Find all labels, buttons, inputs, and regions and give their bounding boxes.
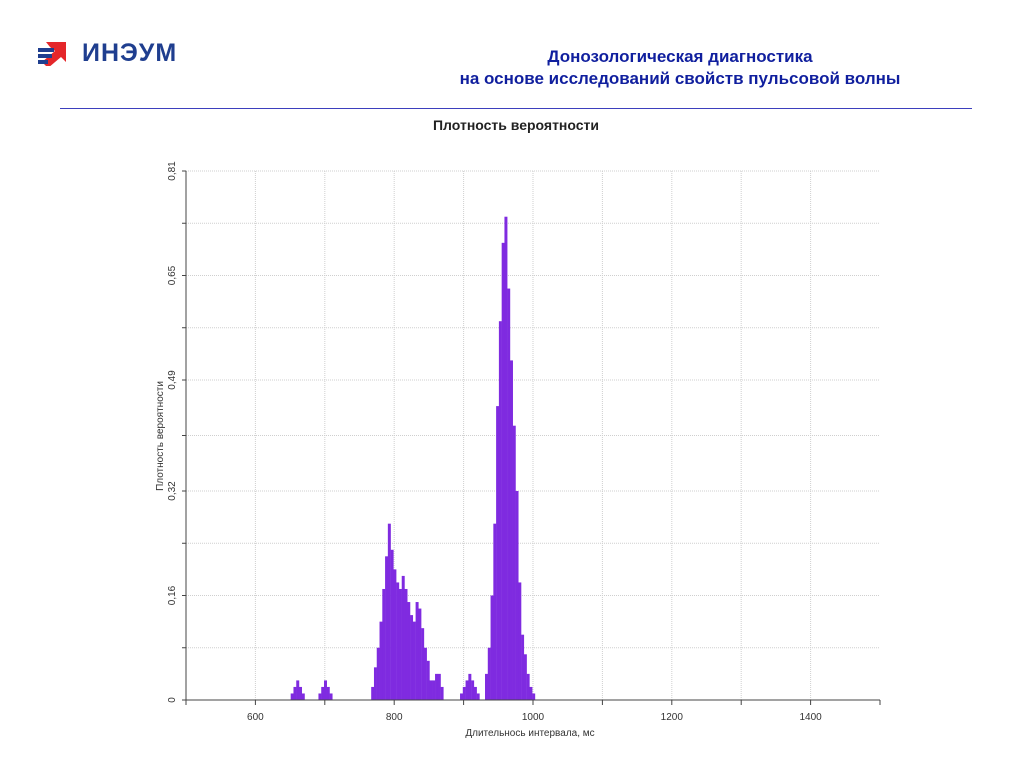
histogram-bar: [471, 680, 475, 700]
x-tick-label: 1400: [799, 712, 822, 723]
page-title-line-2: на основе исследований свойств пульсовой…: [459, 69, 901, 88]
histogram-bar: [299, 686, 303, 700]
histogram-bar: [532, 693, 536, 700]
histogram-bar: [326, 686, 330, 700]
histogram-bar: [485, 673, 488, 700]
y-tick-label: 0,32: [167, 481, 178, 501]
histogram-bar: [329, 693, 333, 700]
histogram-bar: [515, 491, 519, 700]
histogram-bar: [460, 693, 464, 700]
histogram-bar: [324, 680, 327, 700]
histogram-bar: [440, 686, 444, 700]
histogram-bar: [293, 686, 297, 700]
y-tick-label: 0: [167, 697, 178, 703]
axes: [182, 170, 881, 705]
histogram-bar: [387, 523, 391, 700]
histogram-bar: [493, 523, 497, 700]
histogram-bar: [371, 686, 375, 700]
histogram-bar: [426, 660, 430, 700]
histogram-bar: [404, 588, 408, 700]
histogram-bar: [518, 582, 522, 700]
page-title: Донозологическая диагностика на основе и…: [300, 46, 1024, 90]
x-tick-label: 800: [386, 712, 403, 723]
logo-text: ИНЭУМ: [82, 38, 178, 67]
histogram-bar: [393, 569, 397, 700]
x-tick-label: 1000: [522, 712, 545, 723]
histogram-bar: [373, 667, 377, 700]
histogram-bar: [318, 693, 322, 700]
histogram-bar: [321, 686, 325, 700]
header-divider: [60, 108, 972, 109]
histogram-bar: [476, 693, 480, 700]
histogram-bar: [437, 673, 441, 700]
histogram-bar: [398, 588, 402, 700]
histogram-bar: [462, 686, 466, 700]
x-axis-label: Длительнось интервала, мс: [465, 728, 594, 739]
histogram-bar: [523, 654, 527, 700]
histogram-bar: [487, 647, 491, 700]
grid: [186, 170, 880, 700]
y-tick-label: 0,65: [167, 265, 178, 285]
histogram-bar: [401, 575, 405, 700]
y-axis-label: Плотность вероятности: [155, 381, 166, 491]
histogram-bar: [504, 216, 508, 700]
histogram-bar: [379, 621, 383, 700]
y-tick-label: 0,81: [167, 161, 178, 181]
histogram-bar: [390, 549, 394, 700]
company-logo: ИНЭУМ: [36, 38, 177, 68]
histogram-bar: [296, 680, 300, 700]
histogram-bar: [410, 615, 414, 700]
tick-labels: 600 800 1000 1200 1400 0 0,16 0,32 0,49 0,65 0,81: [167, 161, 822, 723]
histogram-bar: [498, 321, 502, 700]
logo-arrow-icon: [38, 42, 66, 66]
histogram-bar: [429, 680, 433, 700]
histogram-bar: [465, 680, 469, 700]
histogram-bar: [376, 647, 380, 700]
histogram-bar: [415, 602, 419, 700]
x-tick-label: 600: [247, 712, 264, 723]
histogram-bar: [468, 673, 472, 700]
y-tick-label: 0,16: [167, 585, 178, 605]
histogram-bars: [290, 216, 536, 700]
histogram-bar: [529, 686, 533, 700]
histogram-bar: [382, 588, 386, 700]
histogram-bar: [423, 647, 427, 700]
chart-title: Плотность вероятности: [432, 117, 600, 133]
histogram-bar: [435, 673, 439, 700]
histogram-bar: [412, 621, 416, 700]
histogram-bar: [496, 406, 500, 700]
histogram-bar: [473, 686, 477, 700]
histogram-bar: [418, 608, 422, 700]
histogram-bar: [407, 602, 411, 700]
y-tick-label: 0,49: [167, 370, 178, 390]
histogram-bar: [385, 556, 389, 700]
histogram-bar: [521, 634, 525, 700]
histogram-bar: [526, 673, 530, 700]
histogram-bar: [507, 288, 511, 700]
x-tick-label: 1200: [661, 712, 684, 723]
histogram-bar: [512, 425, 516, 700]
histogram-bar: [290, 693, 294, 700]
histogram-bar: [421, 628, 425, 700]
histogram-bar: [301, 693, 305, 700]
page-title-line-1: Донозологическая диагностика: [547, 47, 813, 66]
histogram-bar: [490, 595, 494, 700]
histogram-bar: [432, 680, 436, 700]
histogram-bar: [509, 360, 513, 700]
histogram-bar: [501, 242, 505, 700]
histogram-bar: [396, 582, 400, 700]
